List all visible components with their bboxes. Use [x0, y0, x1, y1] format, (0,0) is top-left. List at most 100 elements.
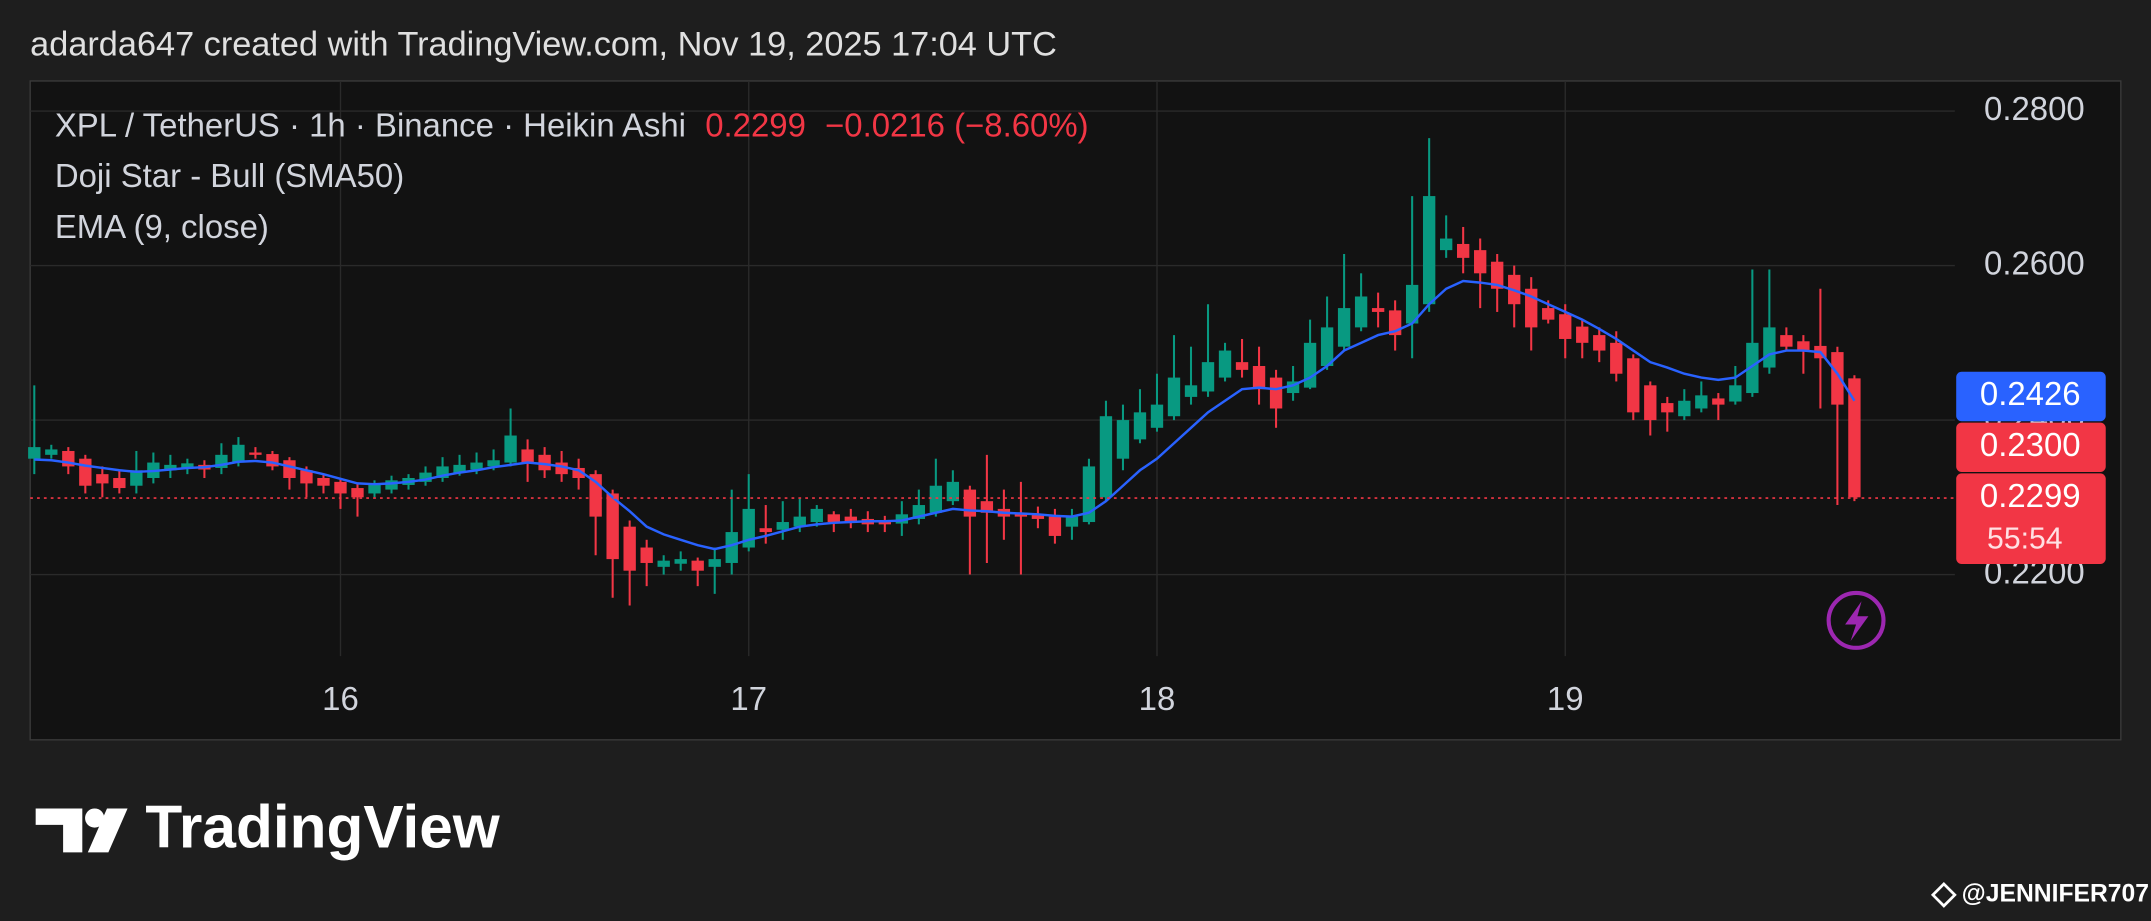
logo-text: TradingView [145, 793, 500, 861]
candle-body [640, 547, 653, 563]
candle-body [572, 467, 585, 479]
candle-body [844, 516, 857, 523]
symbol: XPL / TetherUS · 1h · Binance · Heikin A… [55, 106, 686, 143]
candle-body [1661, 403, 1674, 413]
candle-body [1099, 416, 1113, 498]
candle-body [1712, 398, 1725, 405]
candle-body [368, 483, 381, 494]
candle-body [1593, 335, 1606, 351]
candle-body [1235, 362, 1249, 370]
plot [28, 138, 1955, 606]
candle-body [929, 485, 943, 513]
candle-body [946, 481, 960, 502]
candle-body [1576, 326, 1589, 343]
candle-body [963, 489, 977, 517]
candle-body [1184, 385, 1198, 397]
x-tick-label: 18 [1139, 680, 1176, 717]
price-marker [1956, 422, 2106, 473]
candle-body [1559, 314, 1572, 339]
candle-body [691, 560, 704, 571]
candle-body [827, 514, 840, 523]
alert-icon[interactable] [1826, 590, 1886, 650]
x-tick-label: 19 [1547, 680, 1584, 717]
candle-body [1474, 250, 1487, 274]
candle-body [1337, 308, 1351, 347]
candle-body [28, 447, 41, 459]
watermark: @JENNIFER707 [1962, 880, 2149, 907]
candle-body [895, 514, 909, 524]
candle-body [1457, 243, 1470, 258]
candle-body [1065, 516, 1079, 527]
candle-body [334, 481, 347, 494]
candle-body [776, 522, 789, 530]
countdown: 55:54 [1987, 523, 2062, 556]
credit: adarda647 created with TradingView.com, … [30, 26, 1057, 64]
candle-body [810, 508, 823, 523]
candle-body [1491, 261, 1504, 289]
candle-body [45, 449, 58, 455]
candle-body [1746, 342, 1759, 394]
price-marker [1956, 473, 2106, 564]
ema-line [34, 279, 1856, 551]
candle-body [232, 444, 245, 463]
candle-body [1695, 395, 1708, 409]
grid [30, 80, 1955, 657]
candle-body [181, 463, 194, 468]
candle-body [1048, 516, 1062, 536]
candle-body [385, 480, 398, 490]
candle-body [79, 458, 92, 486]
last-price: 0.2299 [705, 106, 806, 143]
candle-body [657, 560, 670, 567]
candle-body [1201, 362, 1215, 392]
candle-body [623, 526, 636, 571]
candle-body [1252, 366, 1266, 390]
price-marker-label: 0.2299 [1980, 477, 2081, 514]
candle-body [419, 472, 432, 482]
candle-body [708, 559, 721, 567]
candle-body [1116, 420, 1130, 459]
candle-body [555, 462, 568, 475]
candle-body [283, 460, 296, 479]
candle-body [1422, 196, 1436, 305]
candle-body [1150, 404, 1164, 428]
candle-body [1542, 308, 1555, 320]
watermark-icon [1930, 881, 1957, 908]
candle-body [1031, 514, 1045, 519]
candle-body [1780, 335, 1793, 347]
candle-body [1133, 412, 1147, 440]
candle-body [436, 466, 449, 479]
symbol-line: XPL / TetherUS · 1h · Binance · Heikin A… [55, 106, 1089, 143]
candle-body [504, 435, 517, 463]
logo-icon [35, 808, 128, 853]
candle-body [1831, 352, 1844, 405]
candle-body [674, 559, 687, 564]
candle-body [1797, 341, 1810, 351]
candle-body [1371, 308, 1385, 312]
candle-body [487, 460, 500, 467]
candle-body [1082, 466, 1096, 523]
indicator-label: Doji Star - Bull (SMA50) [55, 157, 404, 194]
candle-body [759, 528, 772, 533]
candle-body [351, 488, 364, 498]
candle-body [1269, 377, 1283, 409]
ema-label: EMA (9, close) [55, 208, 269, 245]
candle-body [1763, 327, 1776, 368]
candle-body [1678, 400, 1691, 417]
candle-body [317, 478, 330, 486]
candle-body [1729, 385, 1742, 402]
candle-body [249, 452, 262, 455]
candle-body [1848, 378, 1861, 498]
candle-body [1286, 381, 1300, 394]
candle-body [1354, 296, 1368, 328]
candle-body [164, 464, 177, 471]
candle-body [980, 501, 994, 513]
price-marker-label: 0.2300 [1980, 426, 2081, 463]
candle-body [130, 470, 143, 486]
chart-panel [29, 80, 2122, 741]
candle-body [793, 516, 806, 527]
candle-body [606, 493, 619, 560]
candle-body [1405, 284, 1419, 324]
candle-body [725, 532, 738, 563]
candle-body [1320, 327, 1334, 367]
